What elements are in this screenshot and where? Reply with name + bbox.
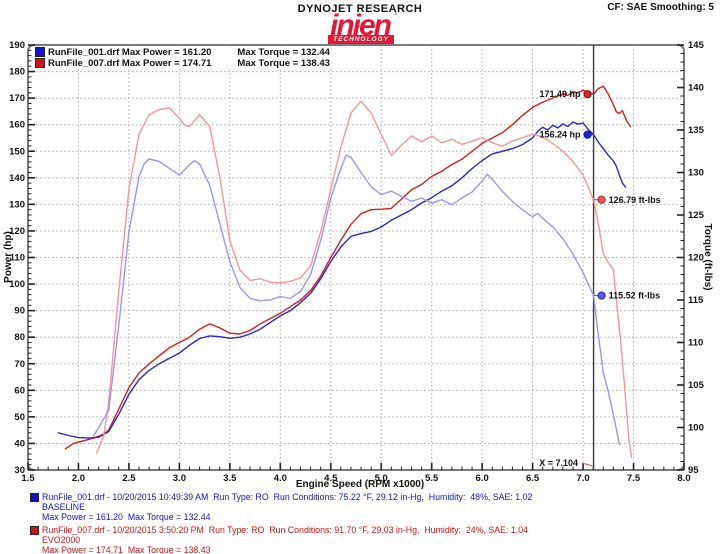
y-left-tick-label: 60 [14, 385, 25, 396]
run-info-footer: RunFile_001.drf - 10/20/2015 10:49:39 AM… [30, 492, 710, 554]
x-tick-label: 5.5 [425, 473, 439, 484]
x-tick-label: 8.0 [677, 473, 690, 484]
injen-logo-technology-band: TECHNOLOGY [328, 35, 394, 44]
callout-dot [597, 195, 606, 204]
x-tick-label: 7.5 [627, 473, 641, 484]
run2-color-square [30, 526, 39, 535]
y-left-tick-label: 80 [14, 332, 25, 343]
y-left-tick-label: 170 [9, 93, 25, 104]
y-right-tick-label: 140 [688, 83, 704, 94]
curve-runfile_007-torque [95, 100, 633, 458]
legend-run2-power: RunFile_007.drf Max Power = 174.71 [48, 57, 212, 69]
correction-smoothing-label: CF: SAE Smoothing: 5 [607, 2, 714, 13]
y-left-tick-label: 180 [9, 67, 25, 78]
y-left-tick-label: 120 [9, 226, 25, 237]
callout-value-label: 171.49 hp [540, 89, 582, 99]
y-left-tick-label: 190 [9, 40, 25, 51]
callout-dot [583, 130, 592, 139]
run2-label: EVO2000 [42, 535, 81, 545]
y-left-tick-label: 100 [9, 279, 25, 290]
run2-conditions: RunFile_007.drf - 10/20/2015 3:50:20 PM … [42, 525, 528, 535]
cursor-label-pointer [581, 462, 593, 467]
legend-run1-power: RunFile_001.drf Max Power = 161.20 [48, 46, 212, 58]
y-right-tick-label: 95 [688, 465, 699, 476]
y-left-tick-label: 50 [14, 412, 25, 423]
legend-run2-torque: Max Torque = 138.43 [237, 57, 330, 69]
y-right-tick-label: 110 [688, 338, 703, 349]
x-axis-title: Engine Speed (RPM x1000) [296, 479, 424, 490]
legend: RunFile_001.drf Max Power = 161.20 Max To… [33, 47, 332, 69]
run-info-evo2000: RunFile_007.drf - 10/20/2015 3:50:20 PM … [30, 525, 710, 554]
x-tick-label: 3.0 [173, 473, 186, 484]
y-right-tick-label: 135 [688, 125, 705, 136]
run1-label: BASELINE [42, 502, 86, 512]
callout-dot [583, 90, 592, 99]
x-tick-label: 6.5 [526, 473, 540, 484]
callout-dot [597, 291, 606, 300]
y-left-tick-label: 160 [9, 120, 25, 131]
legend-row-run1: RunFile_001.drf Max Power = 161.20 Max To… [35, 46, 330, 58]
y-left-tick-label: 40 [14, 438, 25, 449]
y-right-tick-label: 105 [688, 380, 705, 391]
y-left-tick-label: 110 [10, 253, 25, 264]
y-right-axis-title: Torque (ft-lbs) [702, 223, 713, 290]
y-left-tick-label: 30 [14, 465, 25, 476]
callout-value-label: 126.79 ft-lbs [609, 195, 661, 205]
y-right-tick-label: 130 [688, 168, 704, 179]
x-tick-label: 6.0 [476, 473, 489, 484]
y-left-tick-label: 70 [14, 359, 25, 370]
cursor-x-value-label: X = 7.104 [539, 458, 578, 468]
run1-color-square [30, 493, 39, 502]
x-tick-label: 1.5 [21, 473, 35, 484]
legend-swatch-red [35, 58, 45, 68]
x-tick-label: 4.0 [274, 473, 287, 484]
x-tick-label: 7.0 [576, 473, 589, 484]
y-right-tick-label: 145 [688, 40, 705, 51]
legend-run1-torque: Max Torque = 132.44 [237, 46, 330, 58]
curve-runfile_007-power [64, 85, 632, 450]
y-left-axis-title: Power (hp) [3, 231, 14, 283]
injen-logo-trademark: ' [394, 11, 397, 21]
brand-title: DYNOJET RESEARCH [297, 3, 423, 15]
x-tick-label: 2.0 [72, 473, 85, 484]
injen-logo: injen ' TECHNOLOGY [0, 11, 720, 44]
x-tick-label: 2.5 [122, 473, 136, 484]
curve-runfile_001-torque [92, 154, 621, 446]
run1-conditions: RunFile_001.drf - 10/20/2015 10:49:39 AM… [42, 492, 533, 502]
callout-value-label: 156.24 hp [540, 130, 582, 140]
callout-value-label: 115.52 ft-lbs [609, 291, 661, 301]
run1-max-values: Max Power = 161.20 Max Torque = 132.44 [42, 512, 211, 522]
x-tick-label: 4.5 [324, 473, 338, 484]
y-left-tick-label: 150 [9, 146, 25, 157]
legend-row-run2: RunFile_007.drf Max Power = 174.71 Max To… [35, 57, 330, 69]
x-tick-label: 3.5 [223, 473, 237, 484]
y-left-tick-label: 130 [9, 199, 25, 210]
curve-runfile_001-power [57, 121, 627, 439]
y-right-tick-label: 125 [688, 210, 705, 221]
x-tick-label: 5.0 [375, 473, 388, 484]
legend-swatch-blue [35, 47, 45, 57]
y-left-tick-label: 140 [9, 173, 25, 184]
run-info-baseline: RunFile_001.drf - 10/20/2015 10:49:39 AM… [30, 492, 710, 522]
y-right-tick-label: 115 [688, 295, 704, 306]
y-right-tick-label: 100 [688, 423, 704, 434]
run2-max-values: Max Power = 174.71 Max Torque = 138.43 [42, 545, 211, 554]
y-left-tick-label: 90 [14, 306, 25, 317]
y-right-tick-label: 120 [688, 253, 704, 264]
